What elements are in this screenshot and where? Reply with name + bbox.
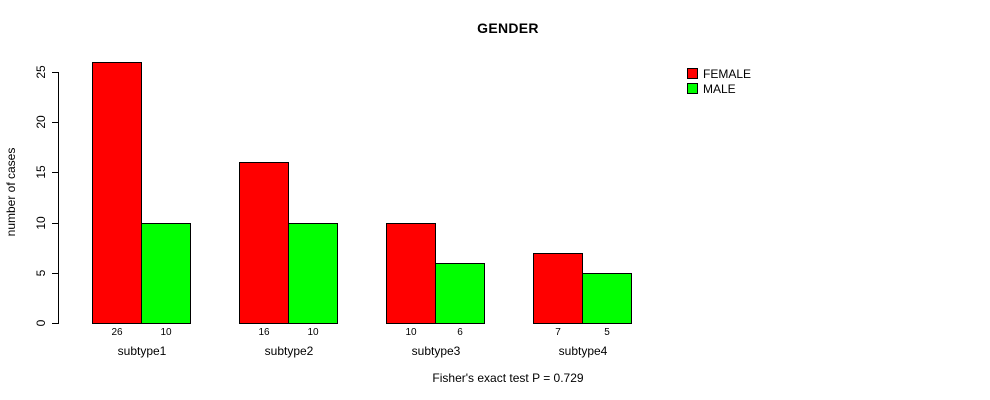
bar-value-label-male-subtype1: 10	[160, 327, 172, 338]
bar-male-subtype3	[435, 262, 485, 324]
legend-entry-male: MALE	[687, 81, 751, 96]
bar-value-label-male-subtype4: 5	[604, 327, 610, 338]
y-tick-mark	[52, 72, 59, 73]
bar-value-label-female-subtype4: 7	[555, 327, 561, 338]
legend: FEMALE MALE	[687, 66, 751, 96]
bar-value-label-male-subtype2: 10	[307, 327, 319, 338]
y-axis-title: number of cases	[4, 147, 18, 237]
category-label-subtype1: subtype1	[117, 344, 167, 358]
bar-value-label-male-subtype3: 6	[457, 327, 463, 338]
bar-female-subtype1	[92, 61, 142, 324]
bar-female-subtype2	[239, 162, 289, 324]
bar-value-label-female-subtype1: 26	[111, 327, 123, 338]
y-tick-mark	[52, 172, 59, 174]
chart-title: GENDER	[477, 20, 539, 36]
bar-male-subtype4	[582, 272, 632, 324]
y-tick-label-0: 0	[34, 319, 48, 327]
bar-female-subtype3	[386, 222, 436, 324]
y-tick-label-20: 20	[34, 115, 48, 129]
y-tick-label-10: 10	[34, 215, 48, 230]
bar-value-label-female-subtype3: 10	[405, 327, 417, 338]
legend-entry-female: FEMALE	[687, 66, 751, 81]
category-label-subtype2: subtype2	[264, 344, 314, 358]
y-tick-label-5: 5	[34, 269, 48, 277]
bar-female-subtype4	[533, 252, 583, 324]
y-tick-label-15: 15	[34, 165, 48, 180]
y-tick-mark	[52, 222, 59, 224]
footnote-text: Fisher's exact test P = 0.729	[432, 371, 584, 385]
y-tick-mark	[52, 323, 59, 324]
bar-male-subtype1	[141, 222, 191, 324]
legend-label-male: MALE	[703, 81, 736, 96]
legend-swatch-male	[687, 83, 698, 94]
y-tick-label-25: 25	[34, 65, 48, 79]
legend-swatch-female	[687, 68, 698, 79]
category-label-subtype4: subtype4	[558, 344, 608, 358]
y-tick-mark	[52, 122, 59, 124]
category-label-subtype3: subtype3	[411, 344, 461, 358]
bar-male-subtype2	[288, 222, 338, 324]
y-axis-line	[58, 72, 59, 324]
bar-value-label-female-subtype2: 16	[258, 327, 270, 338]
y-tick-mark	[52, 272, 59, 274]
legend-label-female: FEMALE	[703, 66, 752, 81]
